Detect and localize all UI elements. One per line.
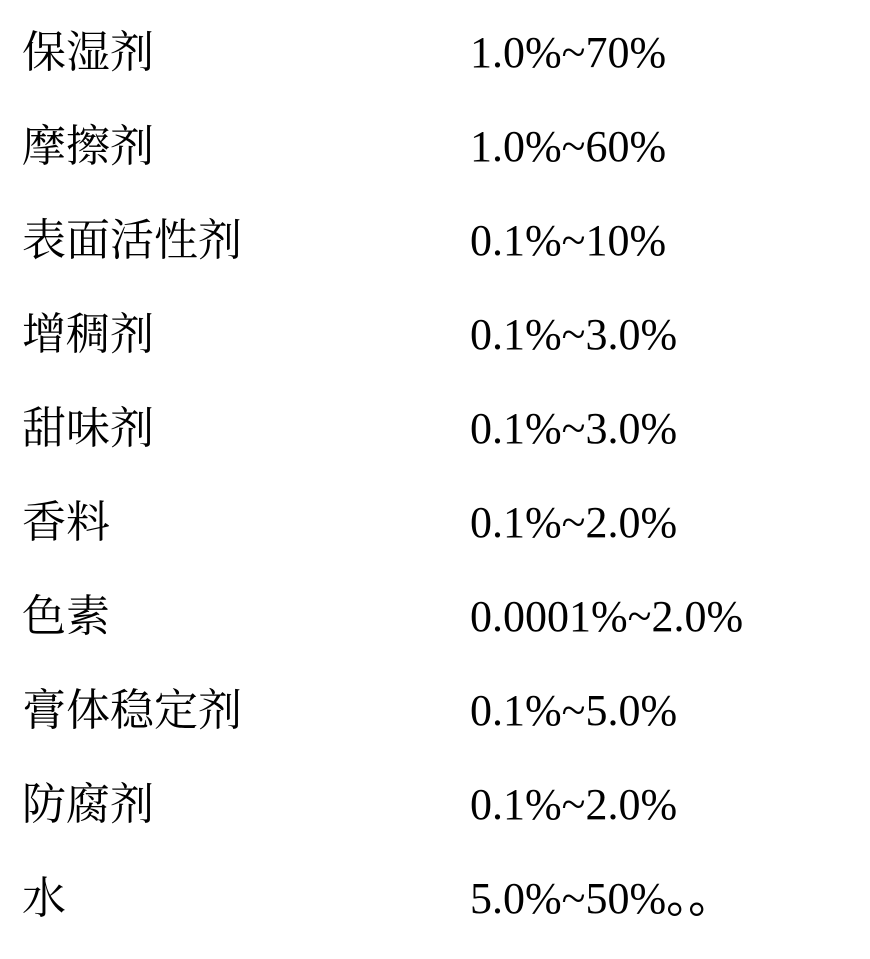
ingredient-value: 0.0001%~2.0% (470, 591, 743, 642)
ingredient-label: 增稠剂 (22, 298, 470, 362)
ingredient-label: 香料 (22, 486, 470, 550)
table-row: 色素 0.0001%~2.0% (22, 580, 870, 674)
ingredient-table: 保湿剂 1.0%~70% 摩擦剂 1.0%~60% 表面活性剂 0.1%~10%… (0, 0, 870, 956)
table-row: 防腐剂 0.1%~2.0% (22, 768, 870, 862)
table-row: 香料 0.1%~2.0% (22, 486, 870, 580)
ingredient-value: 0.1%~10% (470, 215, 666, 266)
ingredient-value: 0.1%~3.0% (470, 403, 677, 454)
ingredient-value: 1.0%~70% (470, 27, 666, 78)
ingredient-label: 甜味剂 (22, 392, 470, 456)
ingredient-value: 5.0%~50%。。 (470, 862, 732, 926)
ingredient-value: 0.1%~5.0% (470, 685, 677, 736)
table-row: 膏体稳定剂 0.1%~5.0% (22, 674, 870, 768)
ingredient-label: 膏体稳定剂 (22, 674, 470, 738)
ingredient-label: 摩擦剂 (22, 110, 470, 174)
table-row: 保湿剂 1.0%~70% (22, 16, 870, 110)
ingredient-value: 1.0%~60% (470, 121, 666, 172)
ingredient-label: 保湿剂 (22, 16, 470, 80)
ingredient-label: 表面活性剂 (22, 204, 470, 268)
table-row: 表面活性剂 0.1%~10% (22, 204, 870, 298)
ingredient-value: 0.1%~2.0% (470, 779, 677, 830)
ingredient-label: 防腐剂 (22, 768, 470, 832)
table-row: 水 5.0%~50%。。 (22, 862, 870, 956)
table-row: 甜味剂 0.1%~3.0% (22, 392, 870, 486)
table-row: 增稠剂 0.1%~3.0% (22, 298, 870, 392)
ingredient-value: 0.1%~3.0% (470, 309, 677, 360)
table-row: 摩擦剂 1.0%~60% (22, 110, 870, 204)
ingredient-label: 色素 (22, 580, 470, 644)
ingredient-value: 0.1%~2.0% (470, 497, 677, 548)
ingredient-label: 水 (22, 862, 470, 926)
